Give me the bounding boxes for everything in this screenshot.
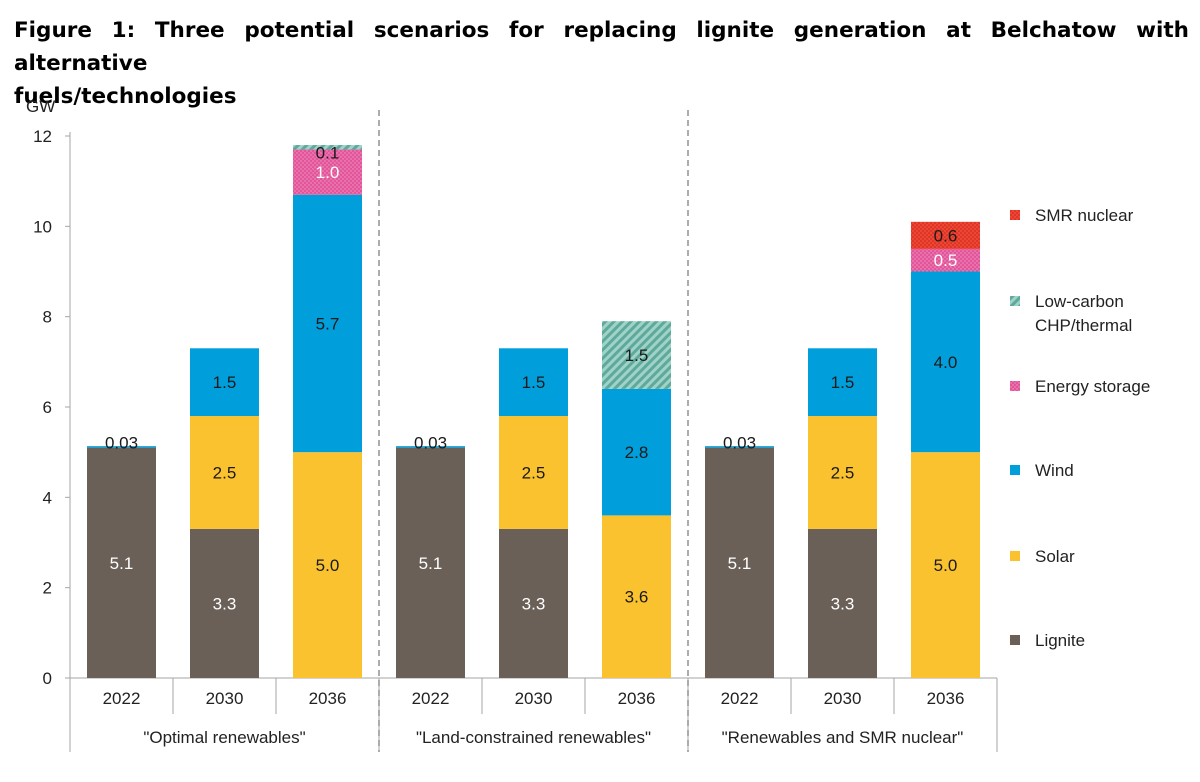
bar-segment <box>808 348 877 417</box>
legend-label: Lignite <box>1035 631 1085 650</box>
bars: 5.1 0.03 3.3 2.5 1.5 5.0 5.7 1.00.1 5.1 0.03 3.3 2.… <box>87 144 980 678</box>
data-label: 5.0 <box>934 556 958 575</box>
data-label: 2.8 <box>625 443 649 462</box>
data-label: 1.5 <box>522 373 546 392</box>
data-label: 3.3 <box>213 594 237 613</box>
y-tick-label: 2 <box>43 579 52 598</box>
bar-segment <box>87 446 156 448</box>
scenario-label: "Renewables and SMR nuclear" <box>722 728 964 747</box>
legend-label: Low-carbon <box>1035 292 1124 311</box>
bar-segment <box>293 149 362 195</box>
legend-swatch <box>1010 210 1020 220</box>
y-tick-label: 8 <box>43 308 52 327</box>
legend-swatch <box>1010 551 1020 561</box>
legend-label: Solar <box>1035 547 1075 566</box>
bar-segment <box>293 452 362 678</box>
x-tick-label: 2022 <box>721 689 759 708</box>
x-tick-label: 2036 <box>309 689 347 708</box>
x-tick-label: 2022 <box>103 689 141 708</box>
x-tick-label: 2030 <box>206 689 244 708</box>
bar-segment <box>705 447 774 678</box>
figure-title-line1: Figure 1: Three potential scenarios for … <box>14 18 1189 76</box>
y-tick-label: 12 <box>33 127 52 146</box>
data-label: 5.1 <box>110 554 134 573</box>
bar-segment <box>602 515 671 678</box>
data-label: 3.6 <box>625 588 649 607</box>
data-label: 4.0 <box>934 353 958 372</box>
data-label: 5.7 <box>316 314 340 333</box>
x-tick-label: 2030 <box>824 689 862 708</box>
x-tick-label: 2036 <box>927 689 965 708</box>
legend: SMR nuclear Low-carbon CHP/thermal Energy s… <box>1010 206 1150 650</box>
legend-swatch <box>1010 381 1020 391</box>
bar-segment <box>602 321 671 389</box>
data-label: 1.5 <box>213 373 237 392</box>
y-tick-label: 10 <box>33 217 52 236</box>
bar-segment <box>190 348 259 417</box>
bar-segment <box>499 416 568 529</box>
data-label: 5.1 <box>419 554 443 573</box>
data-label: 0.1 <box>316 144 340 163</box>
data-label: 1.5 <box>625 346 649 365</box>
y-axis-label: GW <box>26 97 55 116</box>
scenario-label: "Optimal renewables" <box>143 728 305 747</box>
x-tick-label: 2022 <box>412 689 450 708</box>
bar-segment <box>293 145 362 150</box>
data-label: 5.0 <box>316 556 340 575</box>
bar-segment <box>911 248 980 272</box>
data-label: 2.5 <box>213 463 237 482</box>
figure-title-line2: fuels/technologies <box>14 84 237 109</box>
bar-segment <box>396 447 465 678</box>
data-label: 1.5 <box>831 373 855 392</box>
bar-segment <box>705 446 774 448</box>
data-label: 1.0 <box>316 163 340 182</box>
data-label: 0.03 <box>414 434 447 453</box>
data-label: 5.1 <box>728 554 752 573</box>
legend-label: Wind <box>1035 461 1074 480</box>
figure-title: Figure 1: Three potential scenarios for … <box>14 14 1189 113</box>
y-tick-label: 4 <box>43 488 52 507</box>
data-label: 0.03 <box>105 434 138 453</box>
bar-segment <box>293 194 362 453</box>
bar-segment <box>911 221 980 249</box>
y-tick-label: 6 <box>43 398 52 417</box>
legend-swatch <box>1010 635 1020 645</box>
y-tick-label: 0 <box>43 669 52 688</box>
bar-segment <box>911 452 980 678</box>
legend-label: SMR nuclear <box>1035 206 1134 225</box>
x-tick-label: 2030 <box>515 689 553 708</box>
bar-segment <box>808 528 877 678</box>
data-label: 2.5 <box>522 463 546 482</box>
legend-swatch <box>1010 465 1020 475</box>
scenario-label: "Land-constrained renewables" <box>416 728 651 747</box>
data-label: 2.5 <box>831 463 855 482</box>
data-label: 3.3 <box>522 594 546 613</box>
bar-segment <box>499 528 568 678</box>
bar-segment <box>911 271 980 453</box>
bar-segment <box>396 446 465 448</box>
bar-segment <box>87 447 156 678</box>
bar-segment <box>602 388 671 516</box>
legend-label: Energy storage <box>1035 377 1150 396</box>
bar-segment <box>808 416 877 529</box>
legend-swatch <box>1010 296 1020 306</box>
bar-segment <box>190 528 259 678</box>
data-label: 3.3 <box>831 594 855 613</box>
bar-segment <box>499 348 568 417</box>
legend-label: CHP/thermal <box>1035 316 1132 335</box>
bar-segment <box>190 416 259 529</box>
data-label: 0.03 <box>723 434 756 453</box>
data-label: 0.5 <box>934 251 958 270</box>
x-tick-label: 2036 <box>618 689 656 708</box>
data-label: 0.6 <box>934 226 958 245</box>
